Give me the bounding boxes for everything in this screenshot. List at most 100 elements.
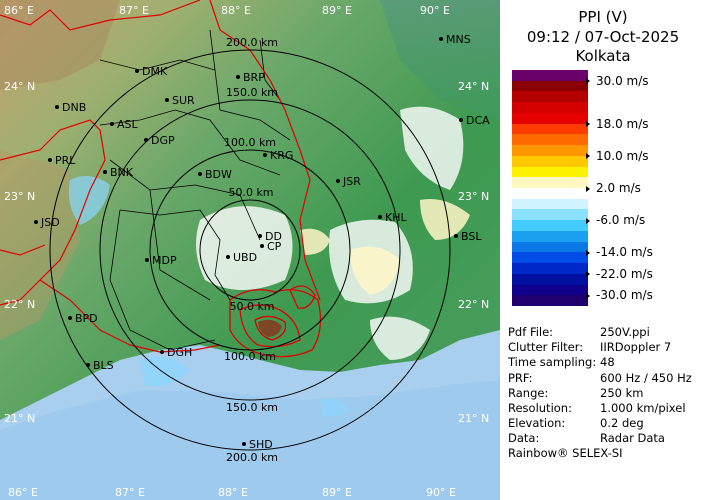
- range-label-50-south: 50.0 km: [229, 300, 274, 313]
- legend-swatch: [512, 155, 588, 168]
- city-label: BLS: [93, 359, 114, 372]
- legend-label-text: 18.0 m/s: [596, 116, 649, 131]
- city-marker: [260, 244, 264, 248]
- range-label-100: 100.0 km: [224, 136, 276, 149]
- legend-label-text: -6.0 m/s: [596, 213, 646, 228]
- legend-label: -6.0 m/s: [586, 213, 645, 227]
- city-marker: [110, 122, 114, 126]
- legend-label: 2.0 m/s: [586, 181, 641, 195]
- legend-swatch: [512, 112, 588, 125]
- lon-label-90-bottom: 90° E: [426, 486, 456, 499]
- legend-label: -30.0 m/s: [586, 288, 653, 302]
- city-label: DCA: [466, 114, 490, 127]
- legend-label-text: 2.0 m/s: [596, 181, 641, 195]
- city-label: SHD: [249, 438, 273, 451]
- legend-swatch: [512, 209, 588, 221]
- city-marker: [86, 363, 90, 367]
- legend-swatch: [512, 80, 588, 92]
- color-legend: [512, 70, 588, 307]
- metadata-key: Range:: [508, 385, 549, 400]
- city-marker: [336, 179, 340, 183]
- legend-label-text: -14.0 m/s: [596, 245, 653, 260]
- legend-label: -22.0 m/s: [586, 267, 653, 281]
- city-label: BNK: [110, 166, 134, 179]
- metadata-value: 600 Hz / 450 Hz: [600, 370, 692, 385]
- metadata-key: PRF:: [508, 370, 533, 385]
- vendor-credit: Rainbow® SELEX-SI: [508, 446, 623, 460]
- city-marker: [226, 255, 230, 259]
- legend-label-text: -30.0 m/s: [596, 288, 653, 303]
- city-marker: [459, 118, 463, 122]
- info-panel: PPI (V) 09:12 / 07-Oct-2025 Kolkata 30.0…: [500, 0, 706, 500]
- metadata-row: PRF: 600 Hz / 450 Hz: [508, 370, 692, 385]
- lat-label-23-right: 23° N: [458, 190, 489, 203]
- tick-marker-icon: [586, 185, 590, 192]
- legend-label-text: 10.0 m/s: [596, 148, 649, 163]
- city-label: DD: [265, 230, 282, 243]
- range-label-150-south: 150.0 km: [226, 401, 278, 414]
- city-label: DNB: [62, 101, 86, 114]
- city-marker: [145, 258, 149, 262]
- legend-swatch: [512, 145, 588, 157]
- city-label: SUR: [172, 94, 195, 107]
- city-marker: [454, 234, 458, 238]
- legend-swatch: [512, 177, 588, 189]
- legend-swatch: [512, 241, 588, 253]
- city-label: JSD: [40, 216, 60, 229]
- district-boundaries: [99, 29, 291, 351]
- city-label: DGP: [151, 134, 175, 147]
- city-marker: [144, 138, 148, 142]
- tick-marker-icon: [586, 249, 590, 256]
- legend-swatch: [512, 102, 588, 114]
- legend-swatch: [512, 166, 588, 178]
- legend-label: -14.0 m/s: [586, 245, 653, 259]
- city-label: BPD: [75, 312, 98, 325]
- state-borders: [0, 0, 321, 353]
- tick-marker-icon: [586, 217, 590, 224]
- legend-swatch: [512, 70, 588, 82]
- range-label-200-south: 200.0 km: [226, 451, 278, 464]
- lon-label-89-bottom: 89° E: [322, 486, 352, 499]
- legend-label: 30.0 m/s: [586, 74, 649, 88]
- city-marker: [263, 153, 267, 157]
- legend-swatch: [512, 252, 588, 264]
- metadata-row: Clutter Filter: IIRDoppler 7: [508, 340, 671, 354]
- city-label: BSL: [461, 230, 482, 243]
- metadata-value: 250 km: [600, 385, 644, 400]
- lat-label-21-left: 21° N: [4, 412, 35, 425]
- city-label: DGH: [167, 346, 192, 359]
- radar-echo-dark-red: [258, 319, 282, 337]
- city-marker: [439, 37, 443, 41]
- plateau-patch: [0, 150, 80, 340]
- tick-marker-icon: [586, 121, 590, 128]
- legend-swatch: [512, 198, 588, 210]
- city-label: KHL: [385, 211, 407, 224]
- metadata-key: Elevation:: [508, 416, 566, 431]
- metadata-row: Elevation: 0.2 deg: [508, 416, 644, 431]
- lat-label-24-left: 24° N: [4, 80, 35, 93]
- city-label: MNS: [446, 33, 471, 46]
- legend-label-text: 30.0 m/s: [596, 73, 649, 88]
- legend-swatch: [512, 295, 588, 307]
- city-marker: [258, 234, 262, 238]
- metadata-row: Data: Radar Data: [508, 431, 665, 446]
- tick-marker-icon: [586, 271, 590, 278]
- city-label: ASL: [117, 118, 139, 131]
- lon-label-86-top: 86° E: [4, 4, 34, 17]
- city-label: JSR: [342, 175, 361, 188]
- city-label: DMK: [142, 65, 168, 78]
- legend-swatch: [512, 91, 588, 103]
- legend-swatch: [512, 123, 588, 135]
- range-label-50: 50.0 km: [228, 186, 273, 199]
- metadata-value: IIRDoppler 7: [600, 340, 672, 355]
- city-label: MDP: [152, 254, 177, 267]
- metadata-key: Time sampling:: [508, 355, 597, 370]
- city-label: CP: [267, 240, 282, 253]
- radar-echo-light-yellow: [300, 199, 470, 295]
- lat-label-22-left: 22° N: [4, 298, 35, 311]
- city-label: PRL: [55, 154, 76, 167]
- lon-label-90-top: 90° E: [420, 4, 450, 17]
- tick-marker-icon: [586, 78, 590, 85]
- metadata-key: Data:: [508, 431, 540, 446]
- legend-swatch: [512, 263, 588, 275]
